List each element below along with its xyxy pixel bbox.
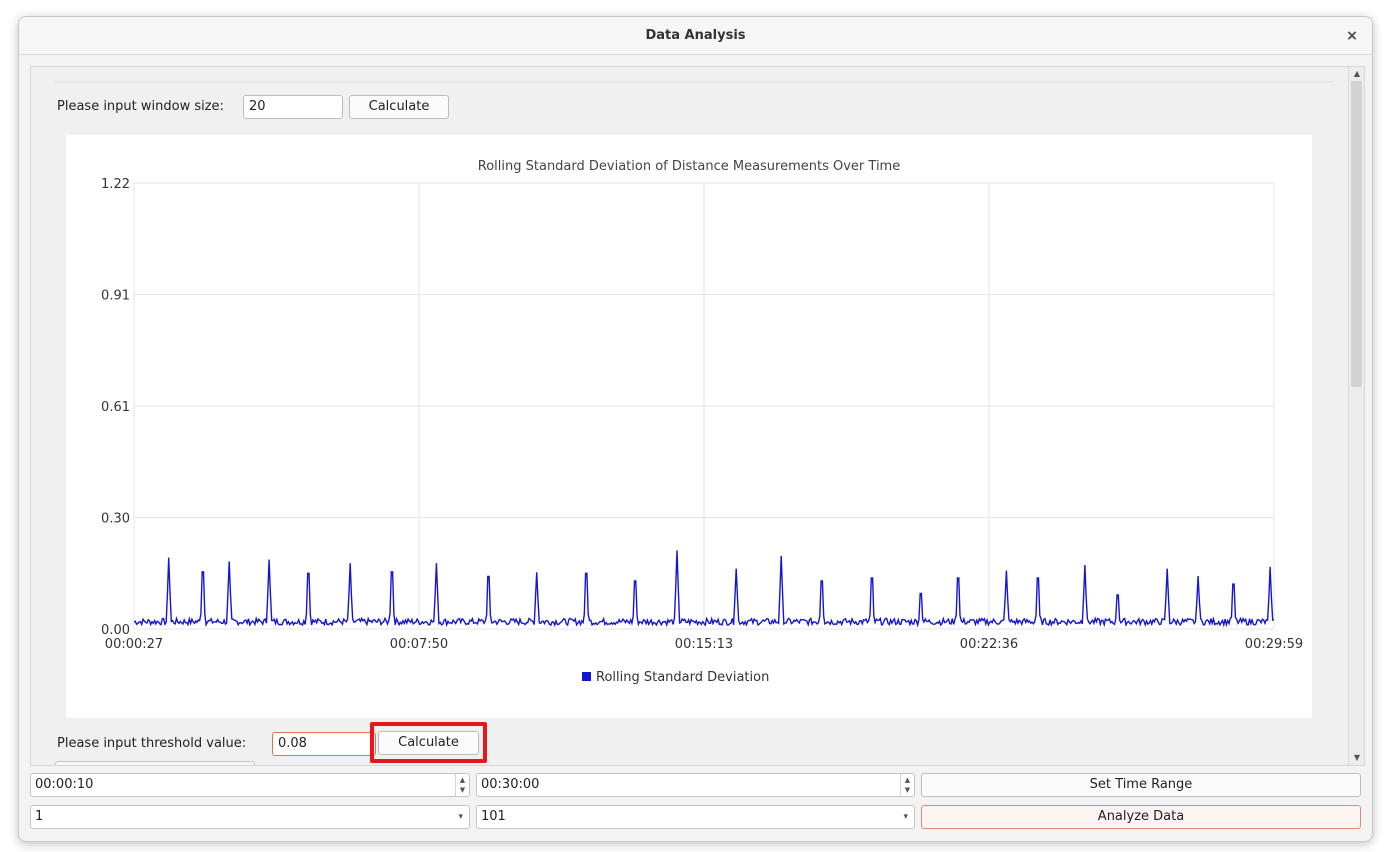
y-tick-label: 0.61 (101, 400, 130, 415)
scroll-area: Please input window size: 20 Calculate R… (30, 66, 1365, 766)
chart-grid (133, 182, 1275, 630)
chevron-down-icon[interactable]: ▾ (903, 812, 908, 822)
y-tick-label: 1.22 (101, 177, 130, 192)
partial-hidden-widget (55, 761, 255, 765)
analyze-data-button[interactable]: Analyze Data (921, 805, 1361, 829)
x-tick-label: 00:29:59 (1245, 637, 1303, 652)
start-time-stepper[interactable]: ▲ ▼ (455, 774, 469, 796)
rolling-std-chart: Rolling Standard Deviation of Distance M… (101, 159, 1303, 685)
top-divider (55, 81, 1333, 83)
set-time-range-button[interactable]: Set Time Range (921, 773, 1361, 797)
legend-swatch (582, 672, 591, 681)
chart-panel: Rolling Standard Deviation of Distance M… (66, 135, 1312, 718)
y-tick-label: 0.91 (101, 289, 130, 304)
y-axis-ticks: 0.00 0.30 0.61 0.91 1.22 (101, 177, 130, 638)
scroll-down-icon[interactable]: ▼ (1353, 753, 1361, 762)
x-tick-label: 00:22:36 (960, 637, 1018, 652)
legend-label: Rolling Standard Deviation (596, 670, 769, 685)
x-axis-ticks: 00:00:27 00:07:50 00:15:13 00:22:36 00:29:59 (105, 637, 1303, 652)
end-time-spinbox[interactable]: 00:30:00 ▲ ▼ (476, 773, 915, 797)
start-time-spinbox[interactable]: 00:00:10 ▲ ▼ (30, 773, 470, 797)
vertical-scrollbar[interactable]: ▲ ▼ (1348, 67, 1364, 765)
chart-legend: Rolling Standard Deviation (582, 670, 769, 685)
y-tick-label: 0.30 (101, 512, 130, 527)
spin-down-icon[interactable]: ▼ (459, 786, 466, 794)
spin-down-icon[interactable]: ▼ (904, 786, 911, 794)
window-size-label: Please input window size: (57, 99, 224, 114)
x-tick-label: 00:15:13 (675, 637, 733, 652)
spin-up-icon[interactable]: ▲ (904, 776, 911, 784)
second-selector-value: 101 (481, 809, 506, 824)
y-tick-label: 0.00 (101, 623, 130, 638)
spin-up-icon[interactable]: ▲ (459, 776, 466, 784)
end-time-value: 00:30:00 (481, 777, 540, 792)
x-tick-label: 00:00:27 (105, 637, 163, 652)
calculate-highlight-box (370, 722, 487, 763)
scroll-content: Please input window size: 20 Calculate R… (31, 67, 1347, 765)
window-size-calculate-button[interactable]: Calculate (349, 95, 449, 119)
start-time-value: 00:00:10 (35, 777, 94, 792)
first-selector-value: 1 (35, 809, 44, 824)
chart-title: Rolling Standard Deviation of Distance M… (478, 159, 900, 174)
end-time-stepper[interactable]: ▲ ▼ (900, 774, 914, 796)
window-title: Data Analysis (645, 28, 746, 43)
window-size-input[interactable]: 20 (243, 95, 343, 119)
threshold-calculate-button[interactable]: Calculate (378, 731, 479, 755)
second-selector-dropdown[interactable]: 101 ▾ (476, 805, 915, 829)
threshold-label: Please input threshold value: (57, 736, 247, 751)
threshold-input[interactable]: 0.08 (272, 732, 376, 756)
title-bar: Data Analysis × (19, 17, 1372, 55)
chevron-down-icon[interactable]: ▾ (458, 812, 463, 822)
first-selector-dropdown[interactable]: 1 ▾ (30, 805, 470, 829)
series-line-rolling-std (133, 550, 1274, 628)
data-analysis-window: Data Analysis × Please input window size… (18, 16, 1373, 842)
x-tick-label: 00:07:50 (390, 637, 448, 652)
scroll-up-icon[interactable]: ▲ (1353, 69, 1361, 78)
close-icon[interactable]: × (1346, 28, 1358, 44)
scroll-thumb[interactable] (1351, 81, 1362, 387)
